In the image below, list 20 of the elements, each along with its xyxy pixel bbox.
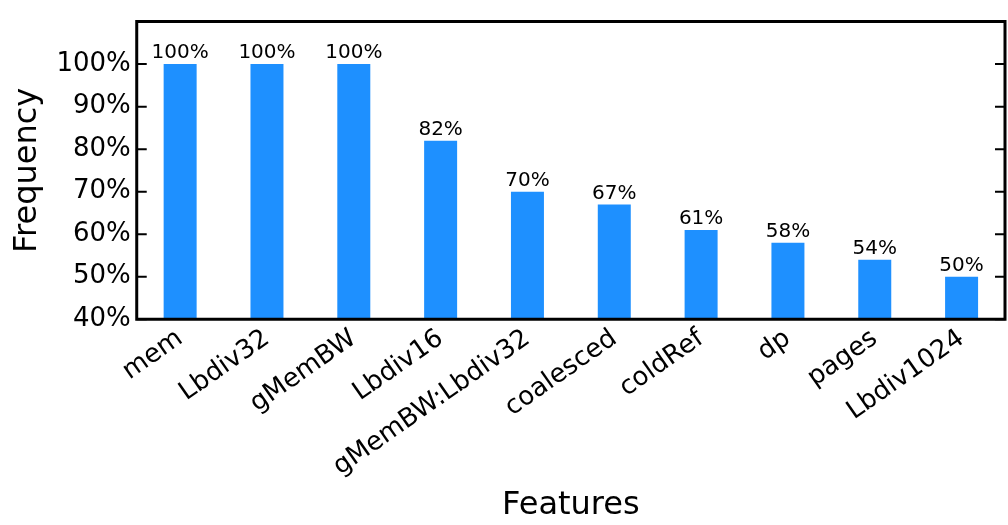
y-tick-label: 60% bbox=[72, 216, 131, 247]
x-axis-title: Features bbox=[502, 484, 640, 523]
y-tick-label: 50% bbox=[72, 259, 131, 290]
data-label: 58% bbox=[765, 217, 811, 242]
x-tick-label: dp bbox=[751, 321, 796, 366]
data-label: 100% bbox=[151, 39, 209, 64]
data-label: 50% bbox=[939, 251, 984, 276]
y-tick-label: 70% bbox=[72, 174, 131, 205]
y-tick-label: 100% bbox=[56, 46, 131, 77]
data-label: 67% bbox=[592, 179, 637, 204]
data-label: 82% bbox=[418, 115, 463, 140]
data-label: 61% bbox=[678, 205, 724, 230]
y-tick-label: 90% bbox=[72, 89, 131, 120]
y-tick-label: 80% bbox=[72, 131, 131, 162]
y-axis-title: Frequency bbox=[5, 87, 44, 254]
y-tick-label: 40% bbox=[72, 301, 131, 332]
data-label: 54% bbox=[852, 234, 897, 259]
data-label: 70% bbox=[505, 166, 550, 191]
data-label: 100% bbox=[325, 39, 383, 64]
data-label: 100% bbox=[238, 39, 296, 64]
